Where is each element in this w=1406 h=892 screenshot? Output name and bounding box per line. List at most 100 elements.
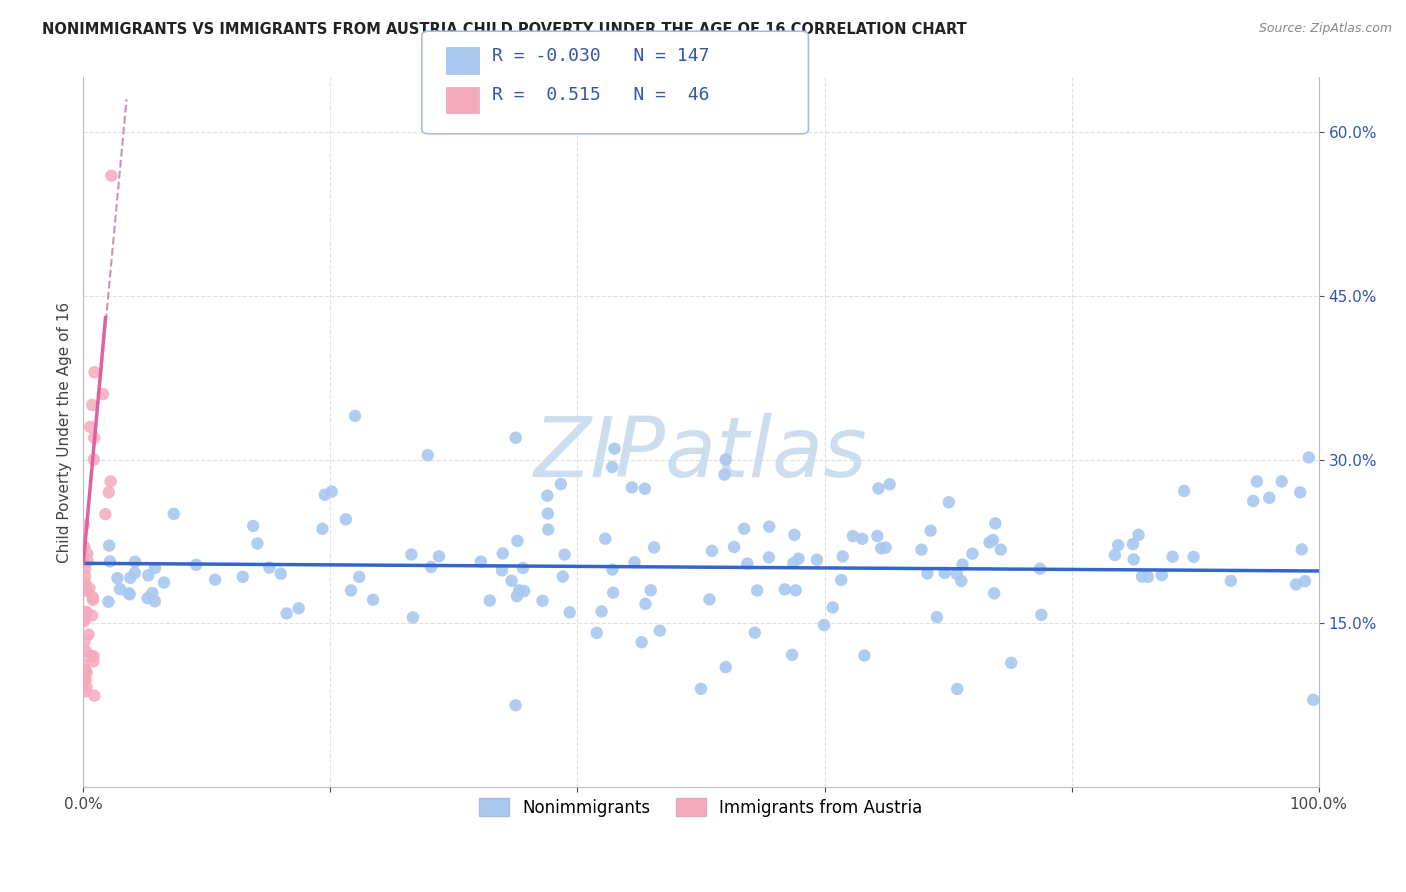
- Point: [946, 567, 969, 582]
- Point: [76, 680, 98, 694]
- Point: [917, 566, 939, 581]
- Point: [950, 574, 973, 588]
- Point: [124, 566, 146, 580]
- Point: [780, 648, 803, 662]
- Point: [506, 533, 529, 548]
- Point: [787, 551, 810, 566]
- Point: [990, 542, 1012, 557]
- Point: [714, 660, 737, 674]
- Point: [73, 668, 96, 682]
- Point: [550, 477, 572, 491]
- Point: [758, 550, 780, 565]
- Point: [591, 604, 613, 618]
- Point: [925, 610, 948, 624]
- Point: [1161, 549, 1184, 564]
- Point: [853, 648, 876, 663]
- Point: [91, 387, 114, 401]
- Point: [136, 568, 159, 582]
- Point: [620, 480, 643, 494]
- Point: [699, 592, 721, 607]
- Point: [830, 573, 852, 587]
- Point: [79, 420, 101, 434]
- Point: [82, 590, 104, 604]
- Point: [416, 448, 439, 462]
- Point: [83, 431, 105, 445]
- Point: [508, 583, 530, 598]
- Point: [1294, 574, 1316, 588]
- Point: [76, 554, 98, 568]
- Point: [82, 593, 104, 607]
- Point: [259, 560, 281, 574]
- Point: [97, 485, 120, 500]
- Point: [910, 542, 932, 557]
- Point: [143, 561, 166, 575]
- Point: [1246, 475, 1268, 489]
- Point: [1122, 537, 1144, 551]
- Point: [1107, 538, 1129, 552]
- Point: [470, 555, 492, 569]
- Point: [981, 533, 1004, 547]
- Point: [73, 634, 96, 648]
- Point: [314, 488, 336, 502]
- Point: [72, 658, 94, 673]
- Point: [340, 583, 363, 598]
- Point: [634, 597, 657, 611]
- Point: [344, 409, 367, 423]
- Text: Source: ZipAtlas.com: Source: ZipAtlas.com: [1258, 22, 1392, 36]
- Point: [1302, 693, 1324, 707]
- Point: [73, 540, 96, 554]
- Point: [505, 431, 527, 445]
- Point: [602, 562, 624, 576]
- Point: [554, 548, 576, 562]
- Point: [141, 586, 163, 600]
- Point: [232, 570, 254, 584]
- Point: [75, 582, 97, 597]
- Point: [143, 594, 166, 608]
- Point: [821, 600, 844, 615]
- Point: [737, 557, 759, 571]
- Point: [75, 583, 97, 598]
- Point: [630, 635, 652, 649]
- Point: [747, 583, 769, 598]
- Point: [643, 541, 665, 555]
- Point: [600, 460, 623, 475]
- Point: [136, 591, 159, 606]
- Point: [73, 576, 96, 591]
- Point: [75, 673, 97, 687]
- Point: [79, 582, 101, 596]
- Point: [870, 541, 893, 556]
- Point: [311, 522, 333, 536]
- Point: [124, 555, 146, 569]
- Point: [73, 518, 96, 533]
- Point: [713, 467, 735, 482]
- Point: [1182, 549, 1205, 564]
- Point: [82, 655, 104, 669]
- Point: [82, 398, 104, 412]
- Point: [640, 583, 662, 598]
- Point: [107, 571, 129, 585]
- Point: [1271, 475, 1294, 489]
- Point: [73, 665, 96, 679]
- Point: [831, 549, 853, 564]
- Point: [984, 516, 1007, 531]
- Point: [1122, 552, 1144, 566]
- Point: [558, 605, 581, 619]
- Point: [361, 592, 384, 607]
- Point: [73, 576, 96, 591]
- Point: [76, 665, 98, 680]
- Point: [75, 562, 97, 576]
- Point: [506, 589, 529, 603]
- Point: [1298, 450, 1320, 465]
- Point: [75, 569, 97, 583]
- Point: [1000, 656, 1022, 670]
- Point: [75, 606, 97, 620]
- Text: R = -0.030   N = 147: R = -0.030 N = 147: [492, 47, 710, 65]
- Point: [100, 475, 122, 489]
- Point: [983, 586, 1005, 600]
- Point: [75, 605, 97, 619]
- Point: [83, 365, 105, 379]
- Point: [73, 612, 96, 626]
- Point: [83, 649, 105, 664]
- Text: NONIMMIGRANTS VS IMMIGRANTS FROM AUSTRIA CHILD POVERTY UNDER THE AGE OF 16 CORRE: NONIMMIGRANTS VS IMMIGRANTS FROM AUSTRIA…: [42, 22, 967, 37]
- Point: [1128, 528, 1150, 542]
